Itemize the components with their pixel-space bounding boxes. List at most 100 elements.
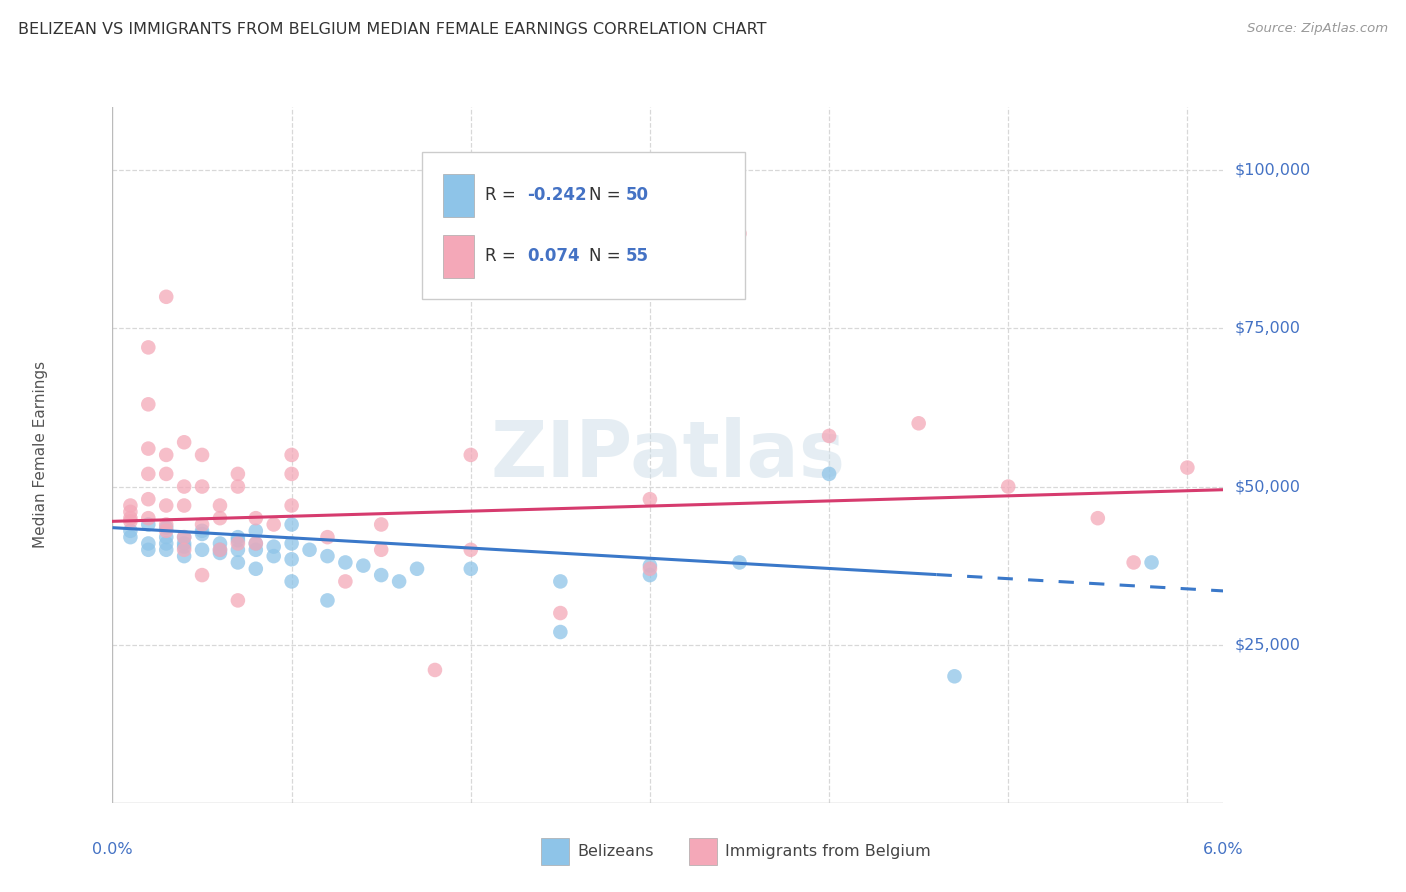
- Point: [191, 568, 214, 582]
- Point: [316, 593, 339, 607]
- Point: [907, 417, 929, 431]
- Point: [1087, 511, 1109, 525]
- Text: $100,000: $100,000: [1234, 163, 1310, 178]
- Point: [263, 517, 285, 532]
- Text: R =: R =: [485, 186, 522, 204]
- Point: [280, 467, 302, 481]
- Point: [245, 536, 267, 550]
- Point: [208, 542, 231, 557]
- Point: [388, 574, 411, 589]
- Point: [263, 549, 285, 563]
- Text: N =: N =: [589, 186, 626, 204]
- Point: [173, 435, 195, 450]
- Point: [136, 467, 159, 481]
- Point: [191, 542, 214, 557]
- Point: [226, 536, 249, 550]
- Point: [818, 467, 841, 481]
- Point: [460, 562, 482, 576]
- Point: [136, 536, 159, 550]
- Point: [136, 340, 159, 354]
- Point: [370, 517, 392, 532]
- Point: [173, 542, 195, 557]
- Text: Immigrants from Belgium: Immigrants from Belgium: [725, 845, 931, 859]
- Point: [208, 499, 231, 513]
- Point: [155, 521, 177, 535]
- Point: [638, 562, 661, 576]
- Point: [352, 558, 374, 573]
- Text: Source: ZipAtlas.com: Source: ZipAtlas.com: [1247, 22, 1388, 36]
- Text: 55: 55: [626, 247, 648, 265]
- Point: [191, 479, 214, 493]
- Point: [280, 536, 302, 550]
- Point: [173, 536, 195, 550]
- Point: [245, 524, 267, 538]
- Point: [191, 517, 214, 532]
- Point: [263, 540, 285, 554]
- Point: [155, 517, 177, 532]
- Point: [208, 536, 231, 550]
- Point: [245, 542, 267, 557]
- Point: [406, 562, 429, 576]
- Point: [335, 556, 357, 570]
- Point: [155, 499, 177, 513]
- Point: [316, 530, 339, 544]
- Point: [136, 442, 159, 456]
- Point: [173, 530, 195, 544]
- Point: [173, 540, 195, 554]
- Point: [245, 511, 267, 525]
- Point: [460, 448, 482, 462]
- Point: [280, 552, 302, 566]
- Point: [120, 514, 142, 528]
- Point: [208, 511, 231, 525]
- Point: [280, 448, 302, 462]
- Point: [155, 448, 177, 462]
- Point: [173, 479, 195, 493]
- Point: [173, 530, 195, 544]
- Point: [136, 517, 159, 532]
- Text: 50: 50: [626, 186, 648, 204]
- Point: [550, 606, 572, 620]
- Point: [136, 397, 159, 411]
- Point: [280, 574, 302, 589]
- Point: [226, 542, 249, 557]
- Text: Median Female Earnings: Median Female Earnings: [32, 361, 48, 549]
- Point: [136, 492, 159, 507]
- Point: [226, 533, 249, 548]
- Point: [818, 429, 841, 443]
- Text: -0.242: -0.242: [527, 186, 586, 204]
- Point: [245, 536, 267, 550]
- Point: [208, 542, 231, 557]
- Point: [226, 479, 249, 493]
- Point: [136, 542, 159, 557]
- Text: ZIPatlas: ZIPatlas: [491, 417, 845, 493]
- Point: [173, 549, 195, 563]
- Text: 0.0%: 0.0%: [93, 842, 132, 856]
- Text: BELIZEAN VS IMMIGRANTS FROM BELGIUM MEDIAN FEMALE EARNINGS CORRELATION CHART: BELIZEAN VS IMMIGRANTS FROM BELGIUM MEDI…: [18, 22, 766, 37]
- Point: [997, 479, 1019, 493]
- Point: [423, 663, 446, 677]
- Point: [728, 227, 751, 241]
- Point: [155, 536, 177, 550]
- Text: R =: R =: [485, 247, 526, 265]
- Point: [191, 527, 214, 541]
- Point: [370, 542, 392, 557]
- Point: [120, 530, 142, 544]
- Point: [280, 517, 302, 532]
- Point: [120, 524, 142, 538]
- Point: [191, 524, 214, 538]
- Point: [1122, 556, 1144, 570]
- Point: [120, 511, 142, 525]
- Point: [245, 562, 267, 576]
- Point: [173, 499, 195, 513]
- Point: [136, 511, 159, 525]
- Point: [1140, 556, 1163, 570]
- Point: [638, 568, 661, 582]
- Point: [638, 492, 661, 507]
- Point: [370, 568, 392, 582]
- Point: [155, 530, 177, 544]
- Point: [550, 625, 572, 640]
- Point: [298, 542, 321, 557]
- Point: [1177, 460, 1199, 475]
- Point: [191, 448, 214, 462]
- Point: [316, 549, 339, 563]
